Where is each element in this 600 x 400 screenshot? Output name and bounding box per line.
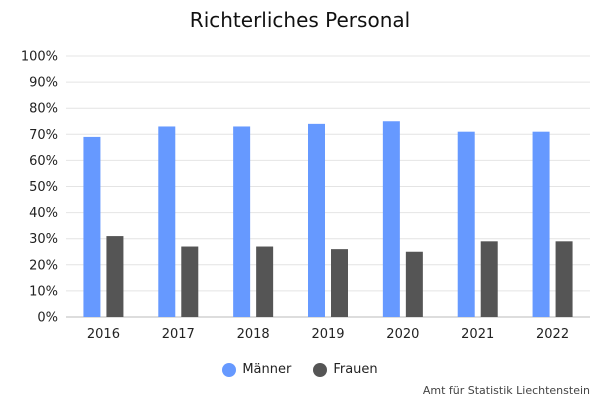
legend-label-frauen: Frauen [333, 362, 378, 377]
legend-label-maenner: Männer [242, 362, 292, 377]
legend: Männer Frauen [0, 362, 600, 377]
source-credit: Amt für Statistik Liechtenstein [422, 384, 590, 397]
bars [83, 121, 573, 317]
bar-frauen-2020[interactable] [405, 251, 423, 317]
x-tick-label: 2020 [386, 327, 419, 342]
bar-frauen-2018[interactable] [256, 246, 274, 317]
y-axis-ticks: 0% 10% 20% 30% 40% 50% 60% 70% 80% 90% 100% [21, 50, 58, 326]
y-tick-label: 50% [29, 180, 58, 195]
y-tick-label: 40% [29, 206, 58, 221]
y-tick-label: 60% [29, 154, 58, 169]
y-tick-label: 10% [29, 284, 58, 299]
x-tick-label: 2019 [311, 327, 344, 342]
y-tick-label: 20% [29, 258, 58, 273]
y-tick-label: 0% [37, 311, 58, 326]
bar-chart: 0%10%20%30%40%50%60%70%80%90%100% 2016 20… [21, 50, 590, 342]
bar-maenner-2016[interactable] [83, 136, 101, 317]
grid-lines [66, 55, 590, 318]
chart-title: Richterliches Personal [189, 8, 411, 32]
bar-frauen-2022[interactable] [555, 241, 573, 317]
y-tick-label: 80% [29, 102, 58, 117]
x-axis-ticks: 2016 2017 2018 2019 2020 2021 2022 [87, 327, 569, 342]
bar-maenner-2021[interactable] [457, 131, 475, 317]
bar-maenner-2022[interactable] [532, 131, 550, 317]
legend-item-frauen[interactable]: Frauen [313, 362, 378, 377]
bar-maenner-2018[interactable] [233, 126, 251, 317]
legend-marker-frauen [313, 362, 328, 377]
x-tick-label: 2016 [87, 327, 120, 342]
bar-frauen-2021[interactable] [480, 241, 498, 317]
bar-maenner-2020[interactable] [382, 121, 400, 317]
y-tick-label: 30% [29, 232, 58, 247]
bar-frauen-2019[interactable] [331, 249, 348, 317]
x-tick-label: 2021 [461, 327, 494, 342]
bar-maenner-2019[interactable] [308, 123, 325, 317]
y-tick-label: 100% [21, 50, 58, 65]
y-tick-label: 70% [29, 128, 58, 143]
x-tick-label: 2018 [237, 327, 270, 342]
legend-marker-maenner [222, 362, 237, 377]
bar-frauen-2016[interactable] [106, 236, 124, 317]
bar-frauen-2017[interactable] [181, 246, 199, 317]
y-tick-label: 90% [29, 76, 58, 91]
x-tick-label: 2022 [536, 327, 569, 342]
x-tick-label: 2017 [162, 327, 195, 342]
legend-item-maenner[interactable]: Männer [222, 362, 291, 377]
bar-maenner-2017[interactable] [158, 126, 176, 317]
